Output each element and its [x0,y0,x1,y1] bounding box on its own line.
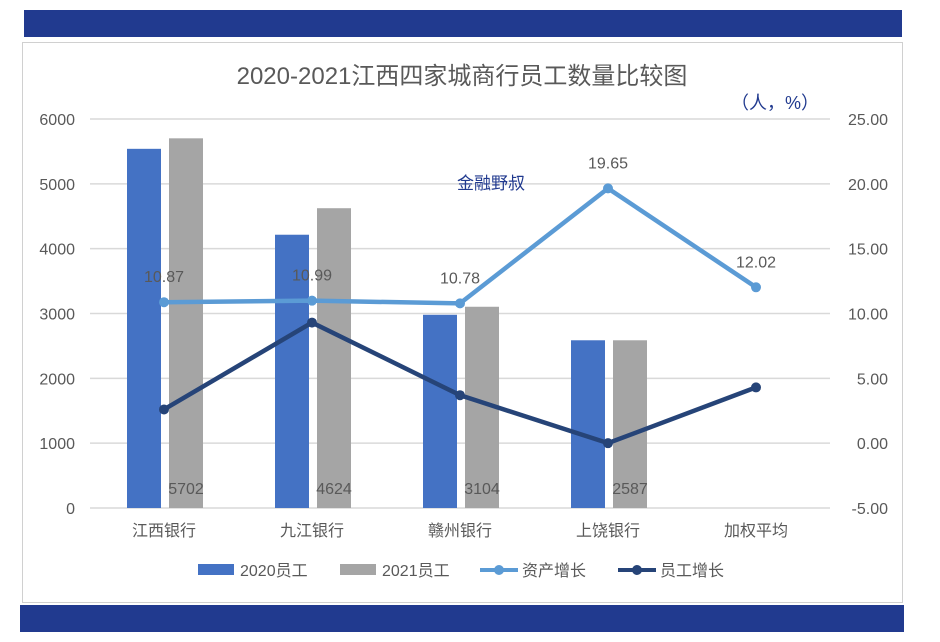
line-label: 19.65 [588,155,628,172]
point-员工增长 [455,390,465,401]
line-员工增长 [162,320,757,446]
bar-2021员工 [317,208,351,508]
y-left-tick: 1000 [39,436,75,453]
line-label: 12.02 [736,254,776,271]
point-资产增长 [751,282,761,293]
y-left-tick: 5000 [39,177,75,194]
chart-frame [22,42,903,603]
y-left-tick: 0 [66,501,75,518]
line-label: 10.78 [440,270,480,287]
y-left-tick: 4000 [39,242,75,259]
x-tick: 上饶银行 [576,522,640,540]
legend-swatch [340,564,376,575]
unit-label: （人，%） [731,93,819,113]
bar-2020员工 [127,148,161,508]
bottom-banner [20,605,904,632]
legend-label: 2020员工 [240,562,308,580]
legend-label: 2021员工 [382,562,450,580]
point-资产增长 [307,295,317,306]
x-tick: 九江银行 [280,522,344,540]
bar-2021员工 [613,340,647,508]
point-员工增长 [603,438,613,449]
legend-label: 资产增长 [522,562,586,580]
legend-marker [632,565,642,575]
bar-2021员工 [169,138,203,509]
bar-label: 2587 [612,481,648,498]
top-banner [24,10,902,37]
y-right-tick: 5.00 [857,371,888,388]
x-tick: 江西银行 [132,522,196,540]
chart-title: 2020-2021江西四家城商行员工数量比较图 [237,63,688,90]
y-right-tick: 0.00 [857,436,888,453]
point-资产增长 [159,297,169,308]
y-right-tick: 10.00 [848,307,888,324]
point-员工增长 [751,382,761,393]
legend-label: 员工增长 [660,562,724,580]
x-tick: 加权平均 [724,522,788,540]
point-员工增长 [159,404,169,415]
y-left-tick: 3000 [39,307,75,324]
bar-label: 4624 [316,481,352,498]
point-资产增长 [455,298,465,309]
x-tick: 赣州银行 [428,522,492,540]
legend-swatch [198,564,234,575]
bar-2020员工 [275,234,309,509]
y-left-tick: 2000 [39,371,75,388]
point-员工增长 [307,317,317,328]
y-left-tick: 6000 [39,112,75,129]
bar-2020员工 [423,314,457,508]
bar-label: 3104 [464,481,500,498]
line-label: 10.87 [144,269,184,286]
y-right-tick: -5.00 [852,501,889,518]
line-label: 10.99 [292,268,332,285]
legend-marker [494,565,504,575]
point-资产增长 [603,183,613,194]
y-right-tick: 15.00 [848,242,888,259]
y-right-tick: 20.00 [848,177,888,194]
watermark: 金融野叔 [457,174,525,193]
y-right-tick: 25.00 [848,112,888,129]
bar-label: 5702 [168,481,204,498]
bar-2020员工 [571,340,605,508]
